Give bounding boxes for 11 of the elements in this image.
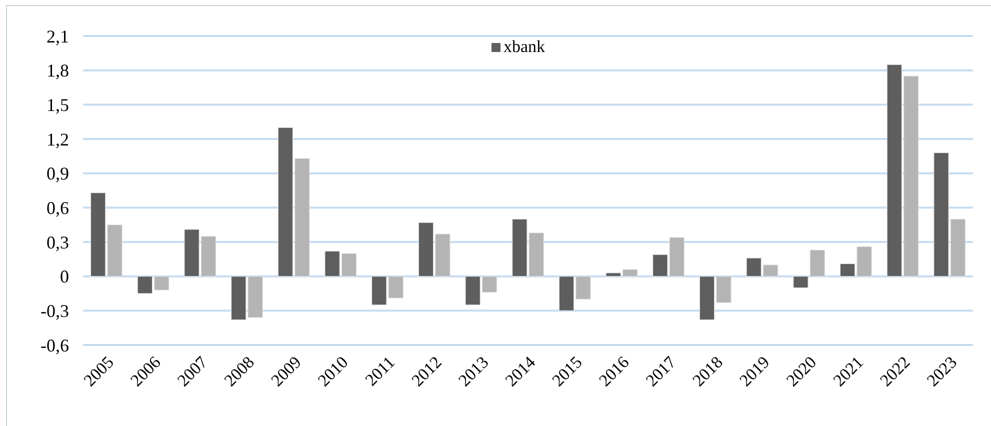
y-tick-label: 0,6: [46, 198, 69, 218]
y-tick-label: 0,3: [46, 232, 69, 252]
y-tick-label: -0,3: [40, 300, 69, 321]
y-tick-label: 1,8: [46, 60, 69, 81]
y-tick-label: 0: [60, 266, 69, 287]
y-tick-label: 0,9: [46, 164, 69, 184]
y-tick-label: 1,2: [46, 129, 69, 150]
y-tick-label: 1,5: [46, 94, 69, 115]
y-tick-label: -0,6: [40, 335, 69, 356]
y-tick-label: 2,1: [46, 26, 69, 46]
legend-label: xbank: [504, 37, 546, 56]
